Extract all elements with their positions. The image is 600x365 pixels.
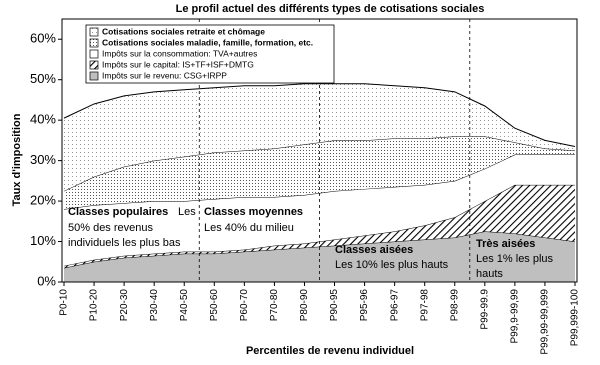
legend-swatch [89, 27, 99, 37]
x-tick-label: P97-98 [419, 289, 430, 322]
x-tick-label: P99,9-99,99 [510, 289, 521, 344]
legend-swatch [89, 49, 99, 59]
y-tick-label: 60% [30, 31, 56, 46]
chart-title: Le profil actuel des différents types de… [176, 3, 485, 15]
x-tick-label: P30-40 [149, 289, 160, 322]
y-tick-label: 10% [30, 233, 56, 248]
annotation-text: Les 40% du milieu [204, 222, 294, 234]
x-tick-label: P96-97 [389, 289, 400, 322]
annotation-text: Les 10% les plus hauts [335, 259, 449, 271]
x-tick-label: P40-50 [179, 289, 190, 322]
x-tick-label: P70-80 [269, 289, 280, 322]
annotation-title: Classes moyennes [204, 206, 303, 218]
y-tick-label: 20% [30, 193, 56, 208]
area [64, 231, 575, 282]
legend-label: Impôts sur le revenu: CSG+IRPP [102, 70, 227, 80]
x-axis-label: Percentiles de revenu individuel [246, 345, 414, 357]
annotation-text: Les 1% les plus [476, 253, 554, 265]
x-tick-label: P99,999-100 [570, 289, 581, 347]
legend-label: Cotisations sociales maladie, famille, f… [102, 37, 313, 47]
legend-label: Impôts sur la consommation: TVA+autres [102, 48, 257, 58]
x-tick-label: P10-20 [89, 289, 100, 322]
annotation-title: Classes aisées [335, 244, 413, 256]
legend-label: Impôts sur le capital: IS+TF+ISF+DMTG [102, 59, 254, 69]
area-edge [63, 83, 576, 147]
x-tick-label: P90-95 [329, 289, 340, 322]
x-tick-label: P50-60 [209, 289, 220, 322]
x-tick-label: P0-10 [59, 289, 70, 316]
x-tick-label: P95-96 [359, 289, 370, 322]
annotation-text: hauts [476, 268, 503, 280]
x-tick-label: P99,99-99,999 [540, 289, 551, 355]
legend-swatch [89, 38, 99, 48]
y-axis-label: Taux d'imposition [11, 113, 23, 206]
plot-frame [61, 18, 578, 283]
annotation-title: Très aisées [476, 238, 535, 250]
annotation-title: Classes populaires [68, 206, 168, 218]
x-tick-label: P60-70 [239, 289, 250, 322]
annotation-text: Les [178, 206, 196, 218]
x-tick-label: P98-99 [449, 289, 460, 322]
area [64, 154, 575, 266]
y-tick-label: 30% [30, 152, 56, 167]
legend-box [85, 24, 335, 84]
y-tick-label: 50% [30, 71, 56, 86]
legend-swatch [89, 71, 99, 81]
area [64, 83, 575, 191]
x-tick-label: P99-99.9 [479, 289, 490, 330]
x-tick-label: P20-30 [119, 289, 130, 322]
area [64, 184, 575, 268]
x-tick-label: P80-90 [299, 289, 310, 322]
annotation-text: individuels les plus bas [68, 237, 181, 249]
legend-swatch [89, 60, 99, 70]
y-tick-label: 40% [30, 112, 56, 127]
annotation-text: 50% des revenus [68, 222, 153, 234]
area [64, 136, 575, 210]
legend-label: Cotisations sociales retraite et chômage [102, 26, 265, 36]
y-tick-label: 0% [37, 273, 56, 288]
